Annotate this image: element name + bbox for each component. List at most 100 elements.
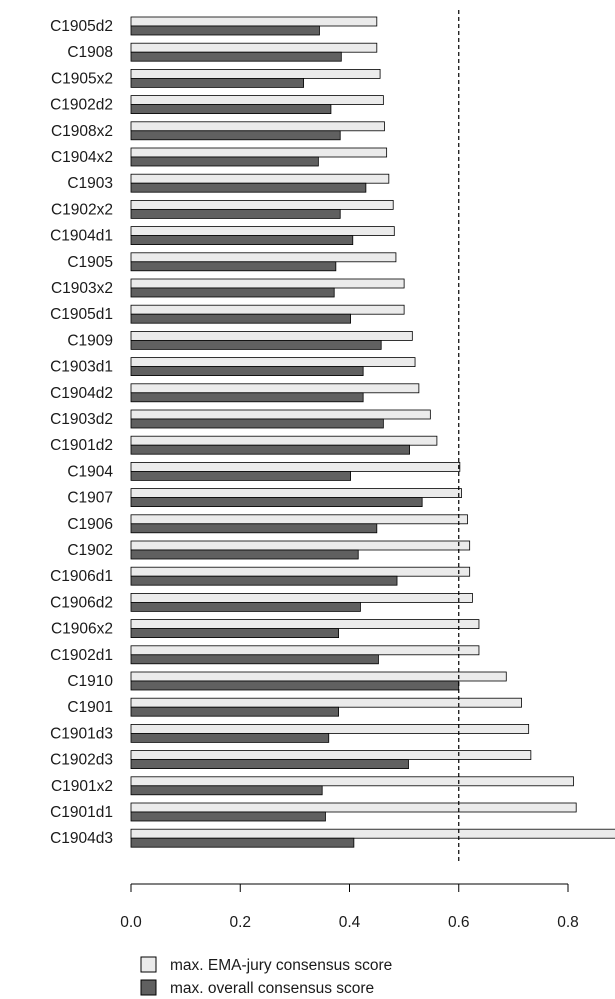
bar-ema-jury xyxy=(130,461,461,472)
bar-ema-jury xyxy=(130,304,405,315)
bar-overall xyxy=(130,104,332,114)
bar-ema-jury xyxy=(130,750,532,760)
bar-ema-jury xyxy=(130,252,397,263)
bar-ema-jury xyxy=(130,226,395,237)
bar-ema-jury xyxy=(130,95,384,105)
category-label: C1902 xyxy=(67,542,113,559)
category-label: C1906d2 xyxy=(50,594,113,611)
bar-overall xyxy=(130,339,382,350)
bar-overall xyxy=(130,208,341,219)
bar-ema-jury xyxy=(130,724,530,734)
category-label: C1906x2 xyxy=(51,621,113,638)
bar-overall xyxy=(130,51,342,62)
category-label: C1905d1 xyxy=(50,306,113,323)
legend: max. EMA-jury consensus score max. overa… xyxy=(140,956,392,997)
category-label: C1904d1 xyxy=(50,228,113,245)
bar-overall xyxy=(130,523,378,534)
category-label: C1901d1 xyxy=(50,804,113,821)
x-tick-label: 0.0 xyxy=(120,914,142,931)
category-label: C1901 xyxy=(67,699,113,716)
category-label: C1910 xyxy=(67,673,113,690)
bar-ema-jury xyxy=(130,593,473,603)
bar-overall xyxy=(130,156,319,167)
bar-ema-jury xyxy=(130,69,381,79)
legend-swatch-ema xyxy=(140,956,157,973)
bar-overall xyxy=(130,130,341,141)
category-label: C1906 xyxy=(67,516,113,533)
category-label: C1901d3 xyxy=(50,725,113,742)
category-label: C1902x2 xyxy=(51,201,113,218)
bar-overall xyxy=(130,654,379,665)
category-label: C1904x2 xyxy=(51,149,113,166)
bar-overall xyxy=(130,785,323,796)
bar-ema-jury xyxy=(130,488,462,499)
x-tick-label: 0.4 xyxy=(339,914,361,931)
bar-ema-jury xyxy=(130,645,480,656)
bar-overall xyxy=(130,706,339,717)
legend-label-overall: max. overall consensus score xyxy=(170,980,374,997)
x-tick-label: 0.8 xyxy=(557,914,579,931)
category-label: C1904 xyxy=(67,463,113,480)
bar-overall xyxy=(130,235,354,246)
bar-overall xyxy=(130,313,351,324)
bar-ema-jury xyxy=(130,16,378,27)
bar-overall xyxy=(130,602,361,612)
bar-ema-jury xyxy=(130,514,468,525)
bar-overall xyxy=(130,680,460,691)
bar-ema-jury xyxy=(130,409,431,420)
bar-overall xyxy=(130,418,384,429)
bar-overall xyxy=(130,733,330,743)
category-label: C1901x2 xyxy=(51,778,113,795)
bar-ema-jury xyxy=(130,383,420,394)
category-label: C1906d1 xyxy=(50,568,113,585)
bar-overall xyxy=(130,392,364,403)
bar-ema-jury xyxy=(130,776,574,787)
bar-overall xyxy=(130,549,359,560)
category-label: C1903 xyxy=(67,175,113,192)
category-label: C1907 xyxy=(67,490,113,507)
category-label: C1905x2 xyxy=(51,70,113,87)
bar-ema-jury xyxy=(130,802,577,813)
bar-ema-jury xyxy=(130,435,438,446)
bar-ema-jury xyxy=(130,330,413,341)
category-label: C1903x2 xyxy=(51,280,113,297)
bar-ema-jury xyxy=(130,278,405,289)
category-label: C1903d1 xyxy=(50,359,113,376)
bar-ema-jury xyxy=(130,147,388,158)
bar-overall xyxy=(130,444,410,455)
bar-overall xyxy=(130,628,339,638)
bar-ema-jury xyxy=(130,357,416,368)
category-labels: C1905d2 C1908 C1905x2 C1902d2 C1908x2 C1904x2… xyxy=(50,18,113,847)
bar-ema-jury xyxy=(130,121,385,132)
x-axis: 0.0 0.2 0.4 0.6 0.8 xyxy=(120,883,579,931)
bar-overall xyxy=(130,25,320,36)
bar-overall xyxy=(130,287,335,298)
bars xyxy=(130,16,615,848)
bar-overall xyxy=(130,182,367,193)
category-label: C1903d2 xyxy=(50,411,113,428)
category-label: C1905 xyxy=(67,254,113,271)
bar-overall xyxy=(130,470,351,481)
bar-ema-jury xyxy=(130,619,480,629)
legend-swatch-overall xyxy=(140,979,157,996)
category-label: C1908 xyxy=(67,44,113,61)
bar-overall xyxy=(130,837,355,848)
bar-overall xyxy=(130,575,398,586)
category-label: C1902d2 xyxy=(50,97,113,114)
x-tick-label: 0.6 xyxy=(448,914,470,931)
bar-ema-jury xyxy=(130,671,507,682)
category-label: C1902d3 xyxy=(50,752,113,769)
bar-ema-jury xyxy=(130,42,378,53)
bar-overall xyxy=(130,366,364,377)
bar-overall xyxy=(130,497,423,508)
category-label: C1904d2 xyxy=(50,385,113,402)
bar-ema-jury xyxy=(130,697,522,708)
bar-ema-jury xyxy=(130,566,471,577)
category-label: C1909 xyxy=(67,332,113,349)
x-tick-label: 0.2 xyxy=(229,914,251,931)
bar-overall xyxy=(130,261,337,272)
legend-item-ema: max. EMA-jury consensus score xyxy=(140,956,392,974)
category-label: C1904d3 xyxy=(50,830,113,847)
legend-item-overall: max. overall consensus score xyxy=(140,979,374,997)
